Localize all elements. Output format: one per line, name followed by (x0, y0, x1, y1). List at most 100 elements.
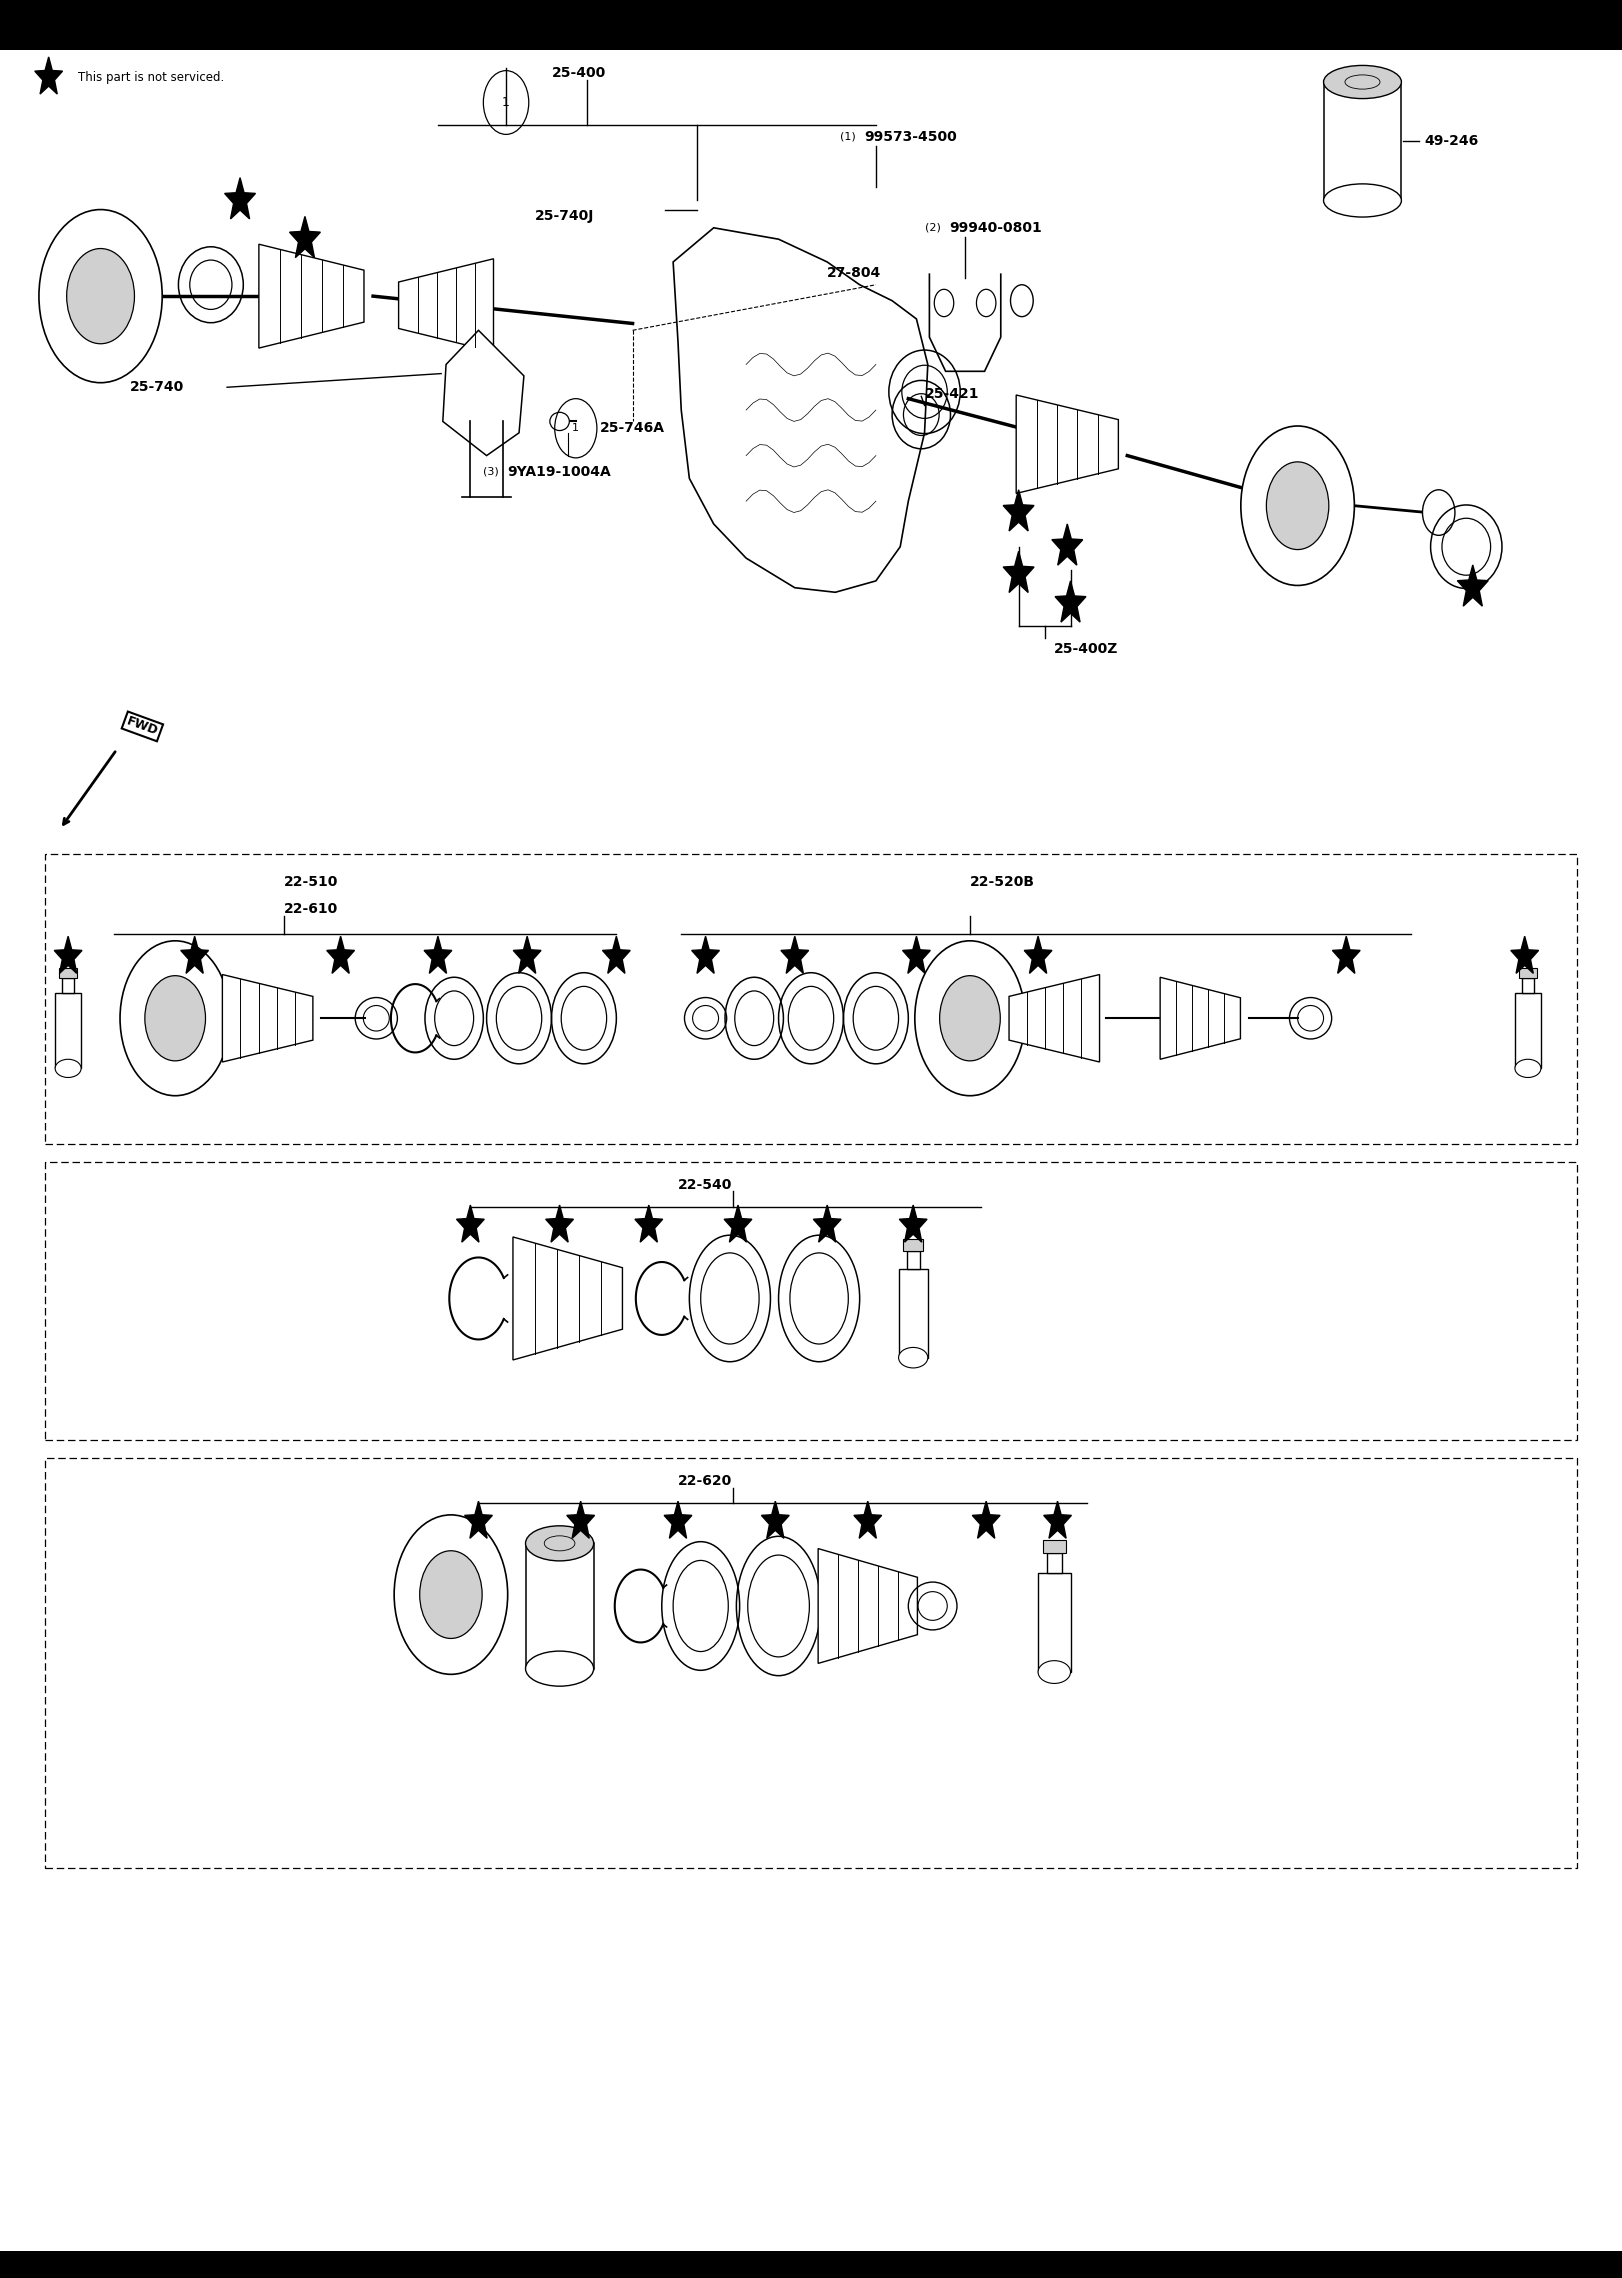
Bar (0, 0, 1622, 50)
Text: 9YA19-1004A: 9YA19-1004A (508, 465, 611, 478)
Polygon shape (1015, 394, 1119, 494)
Text: 22-620: 22-620 (678, 1474, 732, 1488)
Polygon shape (180, 936, 209, 973)
Polygon shape (691, 936, 720, 973)
Polygon shape (1457, 565, 1489, 606)
Circle shape (1422, 490, 1455, 535)
Polygon shape (972, 1501, 1001, 1538)
Polygon shape (723, 1205, 753, 1242)
Text: 22-510: 22-510 (284, 875, 339, 888)
Text: 25-740J: 25-740J (535, 210, 595, 223)
Circle shape (120, 941, 230, 1096)
Polygon shape (443, 330, 524, 456)
Polygon shape (399, 260, 493, 351)
Polygon shape (326, 936, 355, 973)
Polygon shape (566, 1501, 595, 1538)
Polygon shape (813, 1205, 842, 1242)
Polygon shape (673, 228, 928, 592)
Ellipse shape (899, 1349, 928, 1367)
Polygon shape (899, 1205, 928, 1242)
Circle shape (394, 1515, 508, 1674)
Polygon shape (602, 936, 631, 973)
Bar (899, 1269, 928, 1358)
Bar (58, 968, 78, 977)
Bar (0, 2251, 1622, 2278)
Text: 99940-0801: 99940-0801 (949, 221, 1041, 235)
Polygon shape (1002, 490, 1035, 531)
Polygon shape (513, 1237, 623, 1360)
Text: (2): (2) (925, 223, 941, 232)
Ellipse shape (55, 1059, 81, 1077)
Ellipse shape (1038, 1661, 1071, 1683)
Polygon shape (902, 936, 931, 973)
Bar (1521, 977, 1534, 993)
Text: 25-740: 25-740 (130, 380, 183, 394)
Polygon shape (663, 1501, 693, 1538)
Ellipse shape (550, 412, 569, 431)
Bar (1048, 1554, 1062, 1574)
Bar (1324, 82, 1401, 200)
Text: (3): (3) (483, 467, 500, 476)
Circle shape (1011, 285, 1033, 317)
Text: (1): (1) (840, 132, 856, 141)
Text: 25-421: 25-421 (925, 387, 980, 401)
Text: 1: 1 (503, 96, 509, 109)
Bar (62, 977, 75, 993)
Polygon shape (1043, 1501, 1072, 1538)
Ellipse shape (526, 1526, 594, 1560)
Text: 22-610: 22-610 (284, 902, 337, 916)
Polygon shape (456, 1205, 485, 1242)
Polygon shape (224, 178, 256, 219)
Polygon shape (853, 1501, 882, 1538)
Bar (1038, 1574, 1071, 1672)
Text: 49-246: 49-246 (1424, 134, 1478, 148)
Circle shape (1241, 426, 1354, 585)
Polygon shape (34, 57, 63, 93)
Circle shape (144, 975, 206, 1062)
Ellipse shape (1515, 1059, 1541, 1077)
Bar (907, 1251, 920, 1269)
Text: 99573-4500: 99573-4500 (865, 130, 957, 144)
Circle shape (915, 941, 1025, 1096)
Polygon shape (1332, 936, 1361, 973)
Text: 25-400: 25-400 (551, 66, 605, 80)
Bar (55, 993, 81, 1068)
Polygon shape (1510, 936, 1539, 973)
Polygon shape (289, 216, 321, 257)
Circle shape (939, 975, 1001, 1062)
Bar (1518, 968, 1538, 977)
Text: 25-400Z: 25-400Z (1054, 642, 1119, 656)
Text: 1: 1 (573, 424, 579, 433)
Polygon shape (1023, 936, 1053, 973)
Polygon shape (222, 975, 313, 1062)
Polygon shape (513, 936, 542, 973)
Polygon shape (780, 936, 809, 973)
Bar (1043, 1540, 1066, 1554)
Polygon shape (54, 936, 83, 973)
Polygon shape (260, 244, 363, 349)
Polygon shape (423, 936, 453, 973)
Circle shape (67, 248, 135, 344)
Text: 22-540: 22-540 (678, 1178, 733, 1191)
Ellipse shape (1324, 66, 1401, 98)
Text: This part is not serviced.: This part is not serviced. (78, 71, 224, 84)
Bar (526, 1544, 594, 1667)
Polygon shape (1160, 977, 1241, 1059)
Text: FWD: FWD (125, 715, 161, 738)
Polygon shape (1054, 581, 1087, 622)
Polygon shape (761, 1501, 790, 1538)
Circle shape (420, 1551, 482, 1638)
Polygon shape (817, 1549, 918, 1663)
Polygon shape (464, 1501, 493, 1538)
Polygon shape (1009, 975, 1100, 1062)
Polygon shape (1002, 551, 1035, 592)
Ellipse shape (526, 1652, 594, 1686)
Text: 25-746A: 25-746A (600, 421, 665, 435)
Polygon shape (545, 1205, 574, 1242)
Circle shape (39, 210, 162, 383)
Bar (903, 1239, 923, 1251)
Bar (1515, 993, 1541, 1068)
Circle shape (1267, 462, 1328, 549)
Text: 22-520B: 22-520B (970, 875, 1035, 888)
Ellipse shape (1324, 185, 1401, 216)
